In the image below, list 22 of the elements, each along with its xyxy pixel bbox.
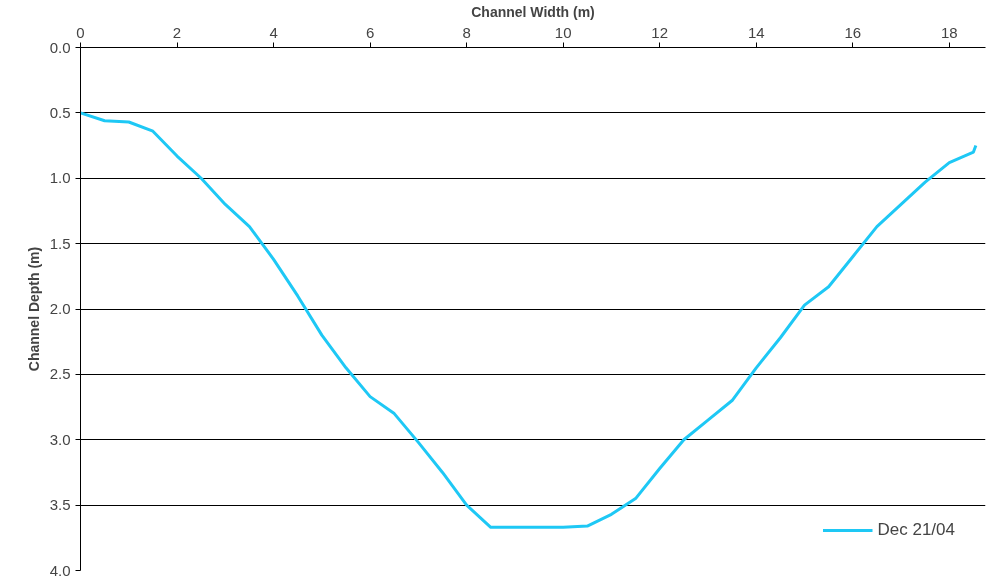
- x-tick-label: 18: [940, 23, 958, 41]
- y-tick-label: 0.0: [49, 38, 71, 56]
- y-tick-label: 1.5: [49, 234, 71, 252]
- x-tick-label: 8: [462, 23, 471, 41]
- y-tick-label: 2.5: [49, 365, 71, 383]
- x-tick-label: 2: [172, 23, 182, 41]
- x-tick-label: 10: [554, 23, 572, 41]
- x-tick-label: 4: [269, 23, 278, 41]
- y-tick-label: 0.5: [49, 103, 71, 121]
- x-axis-title: Channel Width (m): [471, 3, 595, 20]
- y-tick-label: 1.0: [49, 169, 71, 187]
- x-tick-label: 12: [651, 23, 669, 41]
- y-tick-label: 3.5: [49, 496, 71, 514]
- y-tick-label: 4.0: [49, 561, 71, 579]
- y-axis-title: Channel Depth (m): [25, 246, 42, 372]
- legend-label: Dec 21/04: [877, 520, 955, 540]
- x-tick-label: 0: [76, 23, 85, 41]
- y-tick-label: 3.0: [49, 430, 71, 448]
- y-tick-label: 2.0: [49, 300, 71, 317]
- x-tick-label: 6: [365, 23, 375, 41]
- x-tick-label: 16: [844, 23, 862, 41]
- x-tick-label: 14: [747, 23, 765, 41]
